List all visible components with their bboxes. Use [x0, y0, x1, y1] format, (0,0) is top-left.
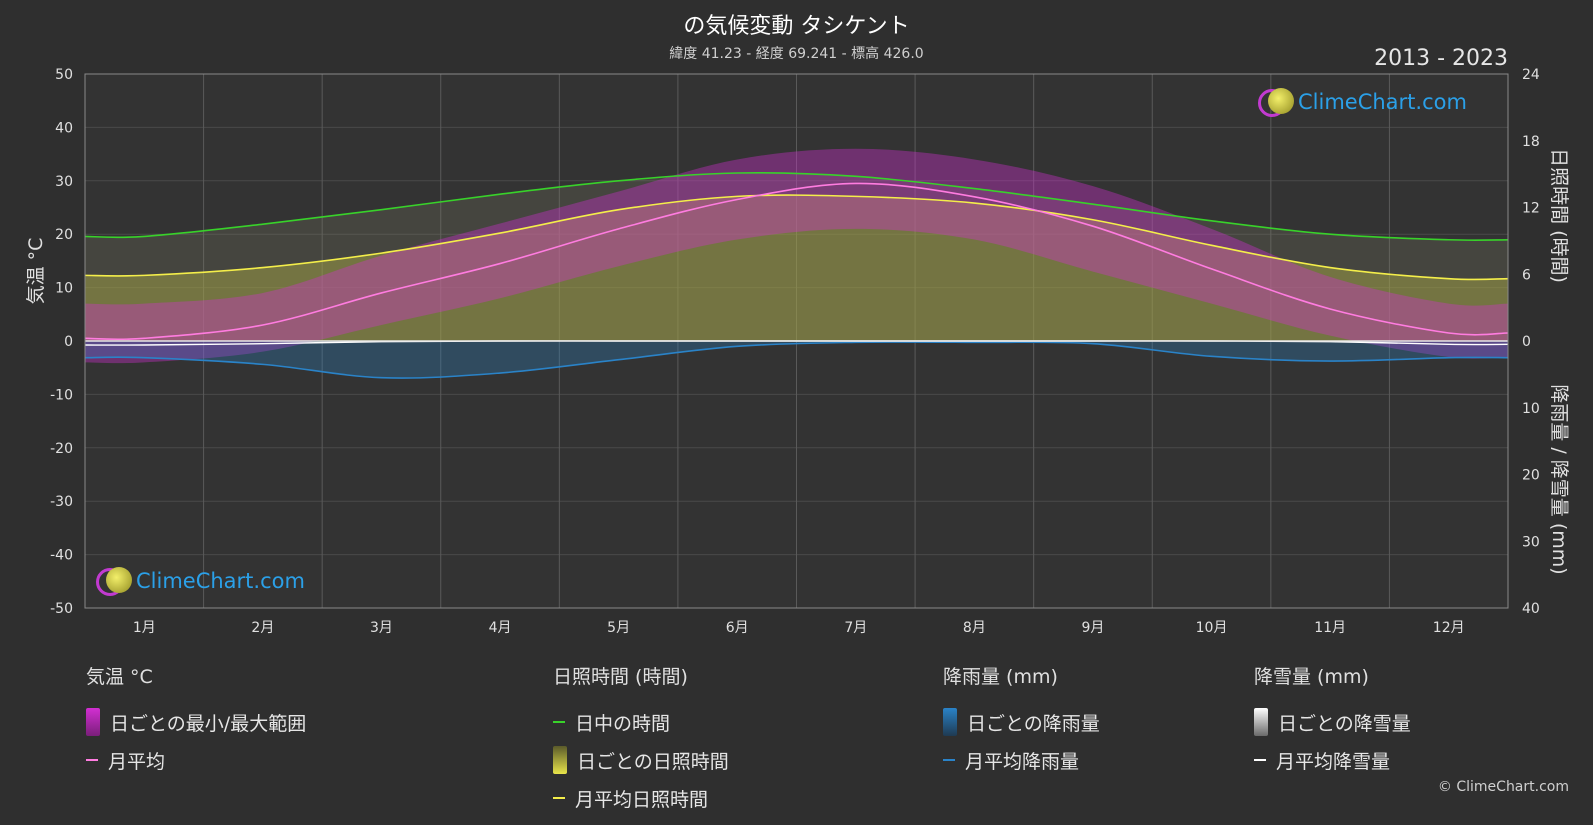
legend-head: 気温 °C [86, 666, 153, 688]
line-swatch [86, 759, 98, 761]
logo-icon [1258, 88, 1294, 117]
legend-snow: 降雪量 (mm) 日ごとの降雪量 月平均降雪量 [1254, 662, 1411, 779]
legend-item: 月平均日照時間 [553, 779, 729, 817]
legend-label: 日ごとの降雪量 [1278, 712, 1411, 735]
page-title: の気候変動 タシケント [683, 14, 910, 39]
line-swatch [1254, 759, 1266, 761]
legend-head: 降雪量 (mm) [1254, 666, 1369, 688]
legend-label: 日ごとの日照時間 [577, 750, 729, 773]
legend-label: 月平均日照時間 [575, 788, 709, 811]
y-right-mm-tick-label: 10 [1522, 401, 1540, 417]
legend-label: 月平均降雨量 [965, 750, 1080, 773]
y-left-tick-label: 20 [55, 227, 73, 243]
x-tick-label: 9月 [1081, 620, 1104, 636]
logo-icon [96, 567, 132, 596]
rain-swatch [943, 708, 957, 736]
snow-swatch [1254, 708, 1268, 736]
y-right-hours-tick-label: 12 [1522, 201, 1540, 217]
sunshine-swatch [553, 746, 567, 774]
range-swatch [86, 708, 100, 736]
plot-border [84, 73, 1509, 609]
location-subtitle: 緯度 41.23 - 経度 69.241 - 標高 426.0 [669, 46, 924, 62]
logo-text: ClimeChart.com [136, 569, 305, 593]
x-tick-label: 8月 [963, 620, 986, 636]
y-left-tick-label: -30 [50, 494, 73, 510]
legend-label: 月平均降雪量 [1276, 750, 1391, 773]
rain-avg-line [84, 341, 1509, 379]
legend-item: 日ごとの降雨量 [943, 703, 1100, 741]
x-tick-label: 6月 [726, 620, 749, 636]
daylight-line [84, 172, 1509, 241]
legend-head: 日照時間 (時間) [553, 666, 688, 688]
y-left-tick-label: -40 [50, 548, 73, 564]
x-tick-label: 1月 [133, 620, 156, 636]
legend-item: 月平均降雪量 [1254, 741, 1411, 779]
y-right-mm-tick-label: 20 [1522, 468, 1540, 484]
legend-rain: 降雨量 (mm) 日ごとの降雨量 月平均降雨量 [943, 662, 1100, 779]
x-tick-label: 4月 [489, 620, 512, 636]
line-swatch [553, 721, 565, 723]
y-left-tick-label: 50 [55, 67, 73, 83]
y-right-mm-tick-label: 30 [1522, 534, 1540, 550]
legend-label: 月平均 [108, 750, 166, 773]
legend-item: 月平均 [86, 741, 306, 779]
x-tick-label: 12月 [1433, 620, 1465, 636]
y-left-tick-label: -50 [50, 601, 73, 617]
line-swatch [553, 797, 565, 799]
legend-item: 日ごとの日照時間 [553, 741, 729, 779]
line-swatch [943, 759, 955, 761]
legend-head: 降雨量 (mm) [943, 666, 1058, 688]
y-right-hours-tick-label: 0 [1522, 334, 1531, 350]
legend-label: 日中の時間 [575, 712, 671, 735]
legend-label: 日ごとの降雨量 [967, 712, 1100, 735]
y-left-tick-label: 40 [55, 120, 73, 136]
y-left-tick-label: 0 [64, 334, 73, 350]
legend-item: 月平均降雨量 [943, 741, 1100, 779]
y-left-label: 気温 °C [25, 238, 47, 305]
legend-label: 日ごとの最小/最大範囲 [110, 712, 307, 735]
y-right-hours-tick-label: 24 [1522, 67, 1540, 83]
y-right-bottom-label: 降雨量 / 降雪量 (mm) [1548, 384, 1570, 574]
logo-bottom[interactable]: ClimeChart.com [96, 567, 305, 596]
legend-item: 日ごとの降雪量 [1254, 703, 1411, 741]
x-tick-label: 11月 [1314, 620, 1346, 636]
y-right-top-label: 日照時間 (時間) [1548, 148, 1570, 283]
x-tick-label: 7月 [844, 620, 867, 636]
rain-area [85, 341, 1508, 379]
logo-text: ClimeChart.com [1298, 90, 1467, 114]
y-right-hours-tick-label: 6 [1522, 267, 1531, 283]
y-right-mm-tick-label: 40 [1522, 601, 1540, 617]
x-tick-label: 10月 [1196, 620, 1228, 636]
y-left-tick-label: 30 [55, 174, 73, 190]
sunshine-avg-line [84, 194, 1509, 281]
legend-item: 日ごとの最小/最大範囲 [86, 703, 306, 741]
daylight-area [85, 172, 1508, 341]
sunshine-area [85, 195, 1508, 341]
y-left-tick-label: -10 [50, 387, 73, 403]
y-right-hours-tick-label: 18 [1522, 134, 1540, 150]
logo-top[interactable]: ClimeChart.com [1258, 88, 1467, 117]
legend-item: 日中の時間 [553, 703, 729, 741]
temp-avg-line [84, 182, 1509, 341]
y-left-tick-label: 10 [55, 281, 73, 297]
y-left-tick-label: -20 [50, 441, 73, 457]
x-tick-label: 2月 [251, 620, 274, 636]
x-tick-label: 5月 [607, 620, 630, 636]
copyright: © ClimeChart.com [1437, 779, 1569, 795]
temp-range-band [85, 148, 1508, 364]
year-range: 2013 - 2023 [1374, 46, 1508, 71]
x-tick-label: 3月 [370, 620, 393, 636]
legend-sunshine: 日照時間 (時間) 日中の時間 日ごとの日照時間 月平均日照時間 [553, 662, 729, 817]
legend-temperature: 気温 °C 日ごとの最小/最大範囲 月平均 [86, 662, 306, 779]
